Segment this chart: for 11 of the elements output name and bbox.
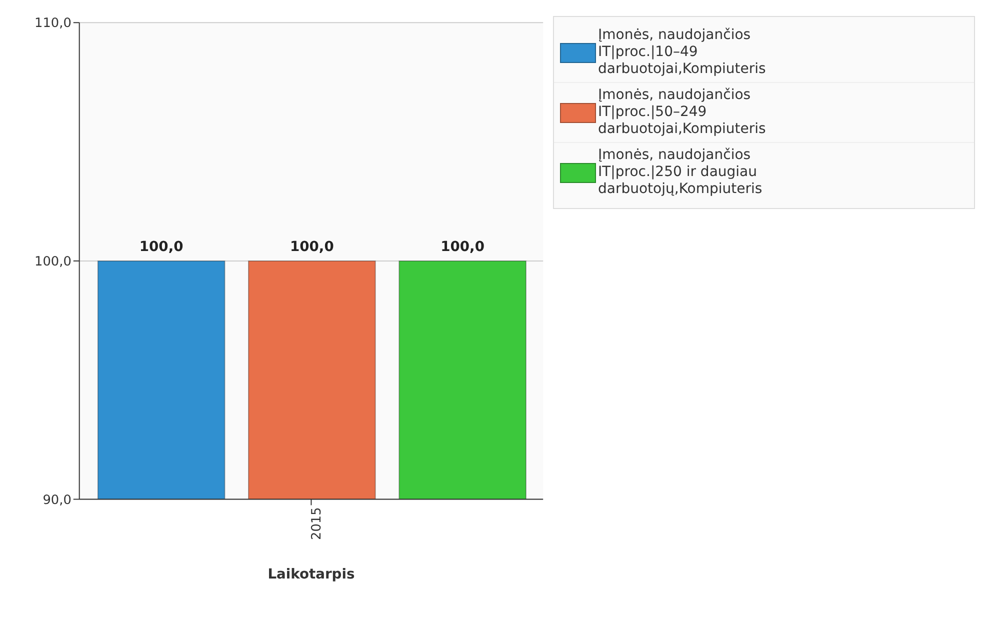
- y-tick-label: 90,0: [42, 492, 72, 508]
- y-tick-label: 110,0: [34, 16, 72, 32]
- data-label: 100,0: [139, 239, 184, 256]
- data-label: 100,0: [440, 239, 484, 256]
- x-axis-title: Laikotarpis: [268, 566, 355, 583]
- legend-label: Įmonės, naudojančios IT|proc.|50–249 darbuotojai,Kompiuteris: [598, 87, 766, 138]
- y-tick-label: 100,0: [34, 254, 72, 270]
- legend-label: Įmonės, naudojančios IT|proc.|10–49 darbuotojai,Kompiuteris: [598, 27, 766, 78]
- x-tick-label: 2015: [309, 507, 324, 540]
- data-label: 100,0: [290, 239, 334, 256]
- legend-label: Įmonės, naudojančios IT|proc.|250 ir daugiau darbuotojų,Kompiuteris: [598, 147, 762, 198]
